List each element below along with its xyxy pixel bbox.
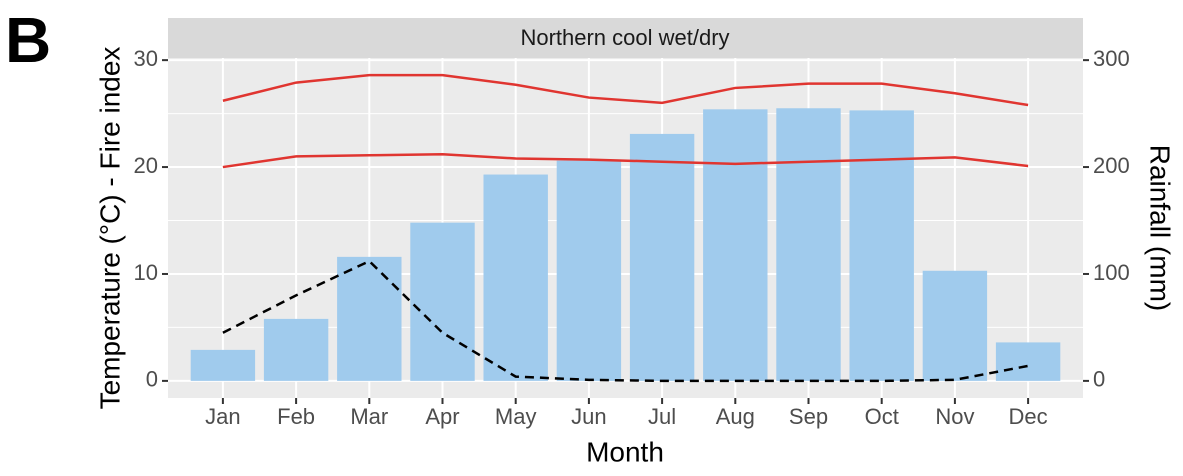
strip-label: Northern cool wet/dry — [520, 25, 729, 50]
x-axis-title: Month — [586, 436, 664, 467]
y2-axis-title: Rainfall (mm) — [1145, 145, 1176, 311]
bar — [995, 342, 1061, 381]
x-tick-label: Feb — [277, 404, 315, 429]
bar — [629, 133, 695, 381]
bar — [410, 222, 475, 381]
y-tick-label: 20 — [134, 153, 158, 178]
bar — [849, 110, 914, 381]
x-tick-label: May — [495, 404, 537, 429]
x-tick-label: Jul — [648, 404, 676, 429]
bar — [703, 109, 768, 381]
y-tick-label: 10 — [134, 260, 158, 285]
x-tick-label: Mar — [350, 404, 388, 429]
x-tick-label: Oct — [865, 404, 899, 429]
x-tick-label: Nov — [935, 404, 974, 429]
bar — [190, 349, 256, 381]
y2-tick-label: 0 — [1093, 367, 1105, 392]
y-tick-label: 30 — [134, 46, 158, 71]
strip — [168, 18, 1083, 58]
bar — [776, 108, 841, 381]
x-tick-label: Jan — [205, 404, 240, 429]
bar — [922, 270, 988, 381]
y2-tick-label: 100 — [1093, 260, 1130, 285]
panel-label: B — [5, 4, 51, 76]
x-tick-label: Dec — [1009, 404, 1048, 429]
bar — [263, 318, 329, 381]
x-tick-label: Aug — [716, 404, 755, 429]
bar — [556, 160, 622, 381]
y2-tick-label: 200 — [1093, 153, 1130, 178]
y2-tick-label: 300 — [1093, 46, 1130, 71]
y-axis-title: Temperature (°C) - Fire index — [94, 47, 125, 410]
line — [222, 73, 1029, 107]
x-tick-label: Apr — [425, 404, 459, 429]
line — [222, 152, 1029, 169]
x-tick-label: Jun — [571, 404, 606, 429]
bar — [483, 174, 548, 381]
bar — [337, 256, 402, 381]
x-tick-label: Sep — [789, 404, 828, 429]
y-tick-label: 0 — [146, 367, 158, 392]
